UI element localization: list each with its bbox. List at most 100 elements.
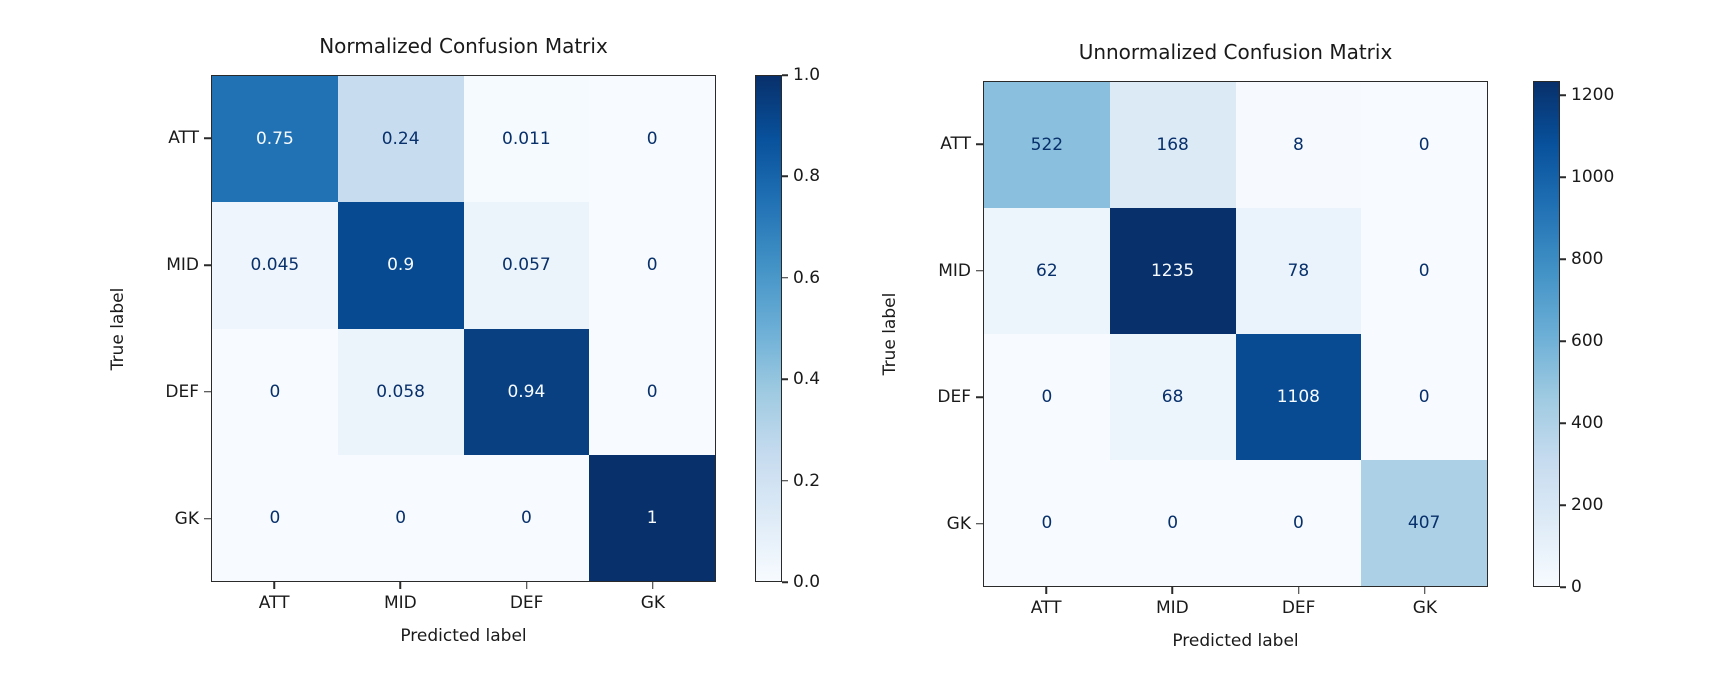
colorbar-tick-label: 0.6 xyxy=(793,267,821,288)
matrix-cell: 0.011 xyxy=(463,76,590,203)
matrix-cell: 0 xyxy=(1361,208,1487,334)
matrix-cell: 0 xyxy=(589,202,715,329)
heatmap-grid: 0.75 0.24 0.011 0 0.045 0.9 0.057 0 0 0.058 0.94 0 0… xyxy=(212,76,715,581)
colorbar-ticks: 1200 1000 800 600 400 200 0 xyxy=(1533,81,1614,597)
y-tick-label: DEF xyxy=(165,381,199,402)
colorbar-tick-label: 0 xyxy=(1571,577,1582,597)
colorbar-area: 1200 1000 800 600 400 200 0 xyxy=(1533,81,1614,597)
colorbar-tick-mark xyxy=(1560,422,1566,424)
y-axis-label: True label xyxy=(108,287,128,370)
matrix-cell: 0.75 xyxy=(212,76,338,203)
colorbar-tick-mark xyxy=(1560,258,1566,260)
y-tick-label: ATT xyxy=(168,128,199,149)
y-tick-label: DEF xyxy=(937,387,971,408)
colorbar-tick-mark xyxy=(782,277,788,279)
y-tick-label: GK xyxy=(946,513,971,534)
colorbar-tick-label: 1200 xyxy=(1571,85,1615,106)
colorbar-tick-mark xyxy=(782,378,788,380)
x-tick-label: DEF xyxy=(1281,598,1316,618)
heatmap-grid: 522 168 8 0 62 1235 78 0 0 68 1108 0 0 0 0 407 xyxy=(984,82,1487,586)
colorbar-tick-label: 0.8 xyxy=(793,166,821,187)
y-tick-label: MID xyxy=(938,260,971,281)
x-tick-label: ATT xyxy=(258,593,290,613)
colorbar-tick-label: 0.4 xyxy=(793,369,821,390)
matrix-cell: 0 xyxy=(589,76,715,203)
colorbar-tick-label: 0.0 xyxy=(793,572,821,592)
matrix-cell: 0 xyxy=(463,454,590,581)
heatmap-plot: 522 168 8 0 62 1235 78 0 0 68 1108 0 0 0 0 407 xyxy=(983,81,1488,587)
x-tick-label: GK xyxy=(1412,598,1438,618)
matrix-cell: 0 xyxy=(1361,334,1487,460)
x-tick-mark xyxy=(399,582,402,589)
matrix-cell: 168 xyxy=(1109,82,1236,208)
colorbar-tick-mark xyxy=(1560,586,1566,588)
matrix-cell: 0.058 xyxy=(337,328,464,455)
x-tick-mark xyxy=(1045,587,1047,594)
x-tick-mark xyxy=(273,582,275,589)
colorbar-tick-mark xyxy=(782,175,788,178)
y-tick-mark xyxy=(976,143,983,145)
colorbar-area: 1.0 0.8 0.6 0.4 0.2 0.0 xyxy=(755,65,820,592)
y-tick-mark xyxy=(204,264,211,266)
x-tick-label: DEF xyxy=(509,593,544,613)
y-tick-mark xyxy=(204,391,211,393)
matrix-cell: 0 xyxy=(984,334,1110,460)
colorbar-tick-mark xyxy=(1560,176,1566,179)
y-tick-mark xyxy=(976,523,983,525)
x-tick-label: MID xyxy=(383,593,417,613)
matrix-cell: 407 xyxy=(1361,460,1487,586)
y-tick-mark xyxy=(976,396,983,398)
colorbar-tick-mark xyxy=(1560,504,1566,506)
colorbar-ticks: 1.0 0.8 0.6 0.4 0.2 0.0 xyxy=(755,65,820,592)
matrix-cell: 0 xyxy=(589,328,715,455)
chart-title: Normalized Confusion Matrix xyxy=(319,34,608,58)
chart-title: Unnormalized Confusion Matrix xyxy=(1078,40,1393,64)
colorbar-tick-label: 1.0 xyxy=(793,65,821,85)
y-tick-label: ATT xyxy=(940,134,971,155)
colorbar-tick-mark xyxy=(1560,340,1566,342)
matrix-cell: 68 xyxy=(1109,334,1236,460)
matrix-cell: 1 xyxy=(589,454,715,581)
y-axis-label: True label xyxy=(880,292,900,376)
matrix-cell: 0 xyxy=(337,454,464,581)
x-tick-mark xyxy=(1171,587,1174,594)
matrix-cell: 1108 xyxy=(1235,334,1362,460)
normalized-confusion-matrix-chart: Normalized Confusion Matrix 0.75 0.24 0.01… xyxy=(108,34,820,646)
matrix-cell: 8 xyxy=(1235,82,1362,208)
y-tick-label: MID xyxy=(166,255,199,276)
colorbar-tick-label: 600 xyxy=(1571,331,1604,352)
matrix-cell: 0 xyxy=(1109,460,1236,586)
matrix-cell: 522 xyxy=(984,82,1110,208)
colorbar-tick-mark xyxy=(782,581,788,583)
matrix-cell: 0.24 xyxy=(337,76,464,203)
matrix-cell: 62 xyxy=(984,208,1110,334)
colorbar-tick-label: 800 xyxy=(1571,249,1604,270)
colorbar-tick-mark xyxy=(782,479,788,482)
colorbar-tick-mark xyxy=(782,74,788,76)
colorbar-tick-label: 400 xyxy=(1571,413,1604,434)
matrix-cell: 0.045 xyxy=(212,202,338,329)
unnormalized-confusion-matrix-chart: Unnormalized Confusion Matrix 522 168 8 0 62… xyxy=(880,40,1614,651)
y-tick-mark xyxy=(204,517,211,520)
matrix-cell: 0 xyxy=(212,454,338,581)
x-tick-label: ATT xyxy=(1030,598,1062,618)
colorbar-tick-label: 1000 xyxy=(1571,167,1615,188)
x-tick-label: MID xyxy=(1155,598,1189,618)
heatmap-plot: 0.75 0.24 0.011 0 0.045 0.9 0.057 0 0 0.058 0.94 0 0… xyxy=(211,75,716,582)
y-tick-mark xyxy=(204,137,211,140)
colorbar-tick-label: 0.2 xyxy=(793,470,821,491)
matrix-cell: 0.057 xyxy=(463,202,590,329)
x-axis-label: Predicted label xyxy=(400,626,527,646)
matrix-cell: 0 xyxy=(212,328,338,455)
x-tick-mark xyxy=(1424,587,1426,594)
x-tick-mark xyxy=(1297,587,1300,594)
colorbar-tick-mark xyxy=(1560,94,1566,97)
matrix-cell: 0 xyxy=(1235,460,1362,586)
matrix-cell: 0 xyxy=(984,460,1110,586)
x-tick-mark xyxy=(652,582,654,589)
x-tick-mark xyxy=(525,582,528,589)
colorbar xyxy=(1533,81,1560,587)
y-tick-mark xyxy=(976,270,983,272)
matrix-cell: 0 xyxy=(1361,82,1487,208)
